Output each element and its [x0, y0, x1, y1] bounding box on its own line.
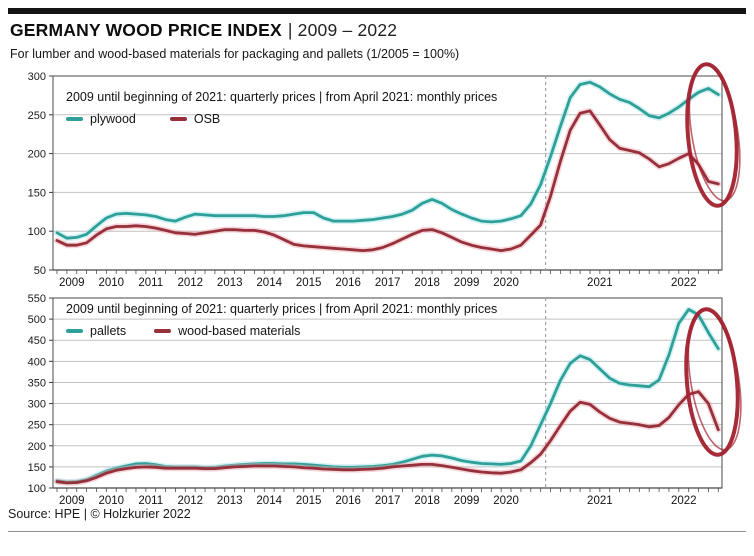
- x-axis-label: 2011: [138, 277, 163, 289]
- y-axis-label: 300: [28, 71, 46, 83]
- chart1-frequency-note: 2009 until beginning of 2021: quarterly …: [66, 90, 498, 104]
- x-axis-label: 2009: [59, 495, 85, 507]
- legend-item-pallets: pallets: [66, 324, 126, 338]
- x-axis-label: 2010: [98, 495, 124, 507]
- y-axis-label: 50: [34, 265, 46, 277]
- footer-divider: [8, 531, 746, 532]
- y-axis-label: 450: [28, 335, 46, 347]
- legend-item-wood-based-materials: wood-based materials: [154, 324, 300, 338]
- highlight-ellipse-sketch-stroke: [687, 308, 742, 451]
- x-axis-label: 2014: [256, 495, 282, 507]
- x-axis-label: 2012: [177, 277, 203, 289]
- series-glow-wood-based-materials: [54, 388, 722, 486]
- x-axis-label: 2014: [256, 277, 282, 289]
- legend-label-osb: OSB: [193, 112, 221, 126]
- series-line-plywood: [55, 80, 720, 240]
- plot-border: [52, 75, 723, 271]
- x-axis-label: 2018: [414, 277, 440, 289]
- title-period: | 2009 – 2022: [287, 20, 398, 40]
- y-axis-label: 100: [28, 226, 46, 238]
- x-axis-label: 2021: [587, 495, 613, 507]
- x-axis-label: 2013: [217, 495, 243, 507]
- series-glow-plywood: [54, 79, 722, 242]
- y-axis-label: 200: [28, 149, 46, 161]
- y-axis-label: 300: [28, 399, 46, 411]
- x-axis-label: 2020: [493, 277, 519, 289]
- legend-item-plywood: plywood: [66, 112, 136, 126]
- y-axis-label: 150: [28, 462, 46, 474]
- title-main: GERMANY WOOD PRICE INDEX: [10, 20, 282, 40]
- x-axis-label: 2015: [296, 495, 322, 507]
- plot-border: [52, 297, 723, 489]
- legend-label-pallets: pallets: [90, 324, 127, 338]
- legend-label-plywood: plywood: [90, 112, 136, 126]
- source-credit: Source: HPE | © Holzkurier 2022: [8, 507, 191, 521]
- highlight-ellipse-sketch-stroke: [688, 63, 741, 202]
- x-axis-label: 2012: [177, 495, 203, 507]
- page-subtitle: For lumber and wood-based materials for …: [10, 47, 460, 61]
- x-axis-label: 2013: [217, 277, 243, 289]
- x-axis-label: 2016: [335, 277, 361, 289]
- osb-line-marker-icon: [169, 116, 187, 122]
- page-title: GERMANY WOOD PRICE INDEX | 2009 – 2022: [10, 20, 397, 41]
- x-axis-label: 2017: [375, 495, 401, 507]
- x-axis-label: 2021: [587, 277, 613, 289]
- x-axis-label: 2016: [335, 495, 361, 507]
- y-axis-label: 550: [28, 293, 46, 305]
- x-axis-label: 2011: [138, 495, 163, 507]
- y-axis-label: 250: [28, 420, 46, 432]
- x-axis-label: 2099: [454, 495, 480, 507]
- chart2-legend: pallets wood-based materials: [66, 324, 334, 338]
- series-line-pallets: [55, 307, 720, 484]
- legend-label-wood-based-materials: wood-based materials: [178, 324, 301, 338]
- series-line-OSB: [55, 109, 720, 253]
- y-axis-label: 250: [28, 110, 46, 122]
- legend-item-osb: OSB: [169, 112, 221, 126]
- series-line-wood-based-materials: [55, 390, 720, 485]
- pallets-line-marker-icon: [66, 328, 83, 334]
- y-axis-label: 350: [28, 377, 46, 389]
- x-axis-label: 2009: [59, 277, 85, 289]
- y-axis-label: 400: [28, 356, 46, 368]
- plywood-line-marker-icon: [66, 116, 83, 122]
- x-axis-label: 2022: [671, 495, 697, 507]
- y-axis-label: 100: [28, 483, 46, 495]
- wood-based-materials-line-marker-icon: [154, 328, 172, 334]
- y-axis-label: 500: [28, 314, 46, 326]
- top-black-bar: [8, 8, 746, 14]
- y-axis-label: 150: [28, 187, 46, 199]
- y-axis-label: 200: [28, 441, 46, 453]
- x-axis-label: 2022: [671, 277, 697, 289]
- chart1-legend: plywood OSB: [66, 112, 254, 126]
- x-axis-label: 2010: [98, 277, 124, 289]
- x-axis-label: 2018: [414, 495, 440, 507]
- x-axis-label: 2020: [493, 495, 519, 507]
- x-axis-label: 2099: [454, 277, 480, 289]
- chart2-frequency-note: 2009 until beginning of 2021: quarterly …: [66, 302, 498, 316]
- x-axis-label: 2015: [296, 277, 322, 289]
- x-axis-label: 2017: [375, 277, 401, 289]
